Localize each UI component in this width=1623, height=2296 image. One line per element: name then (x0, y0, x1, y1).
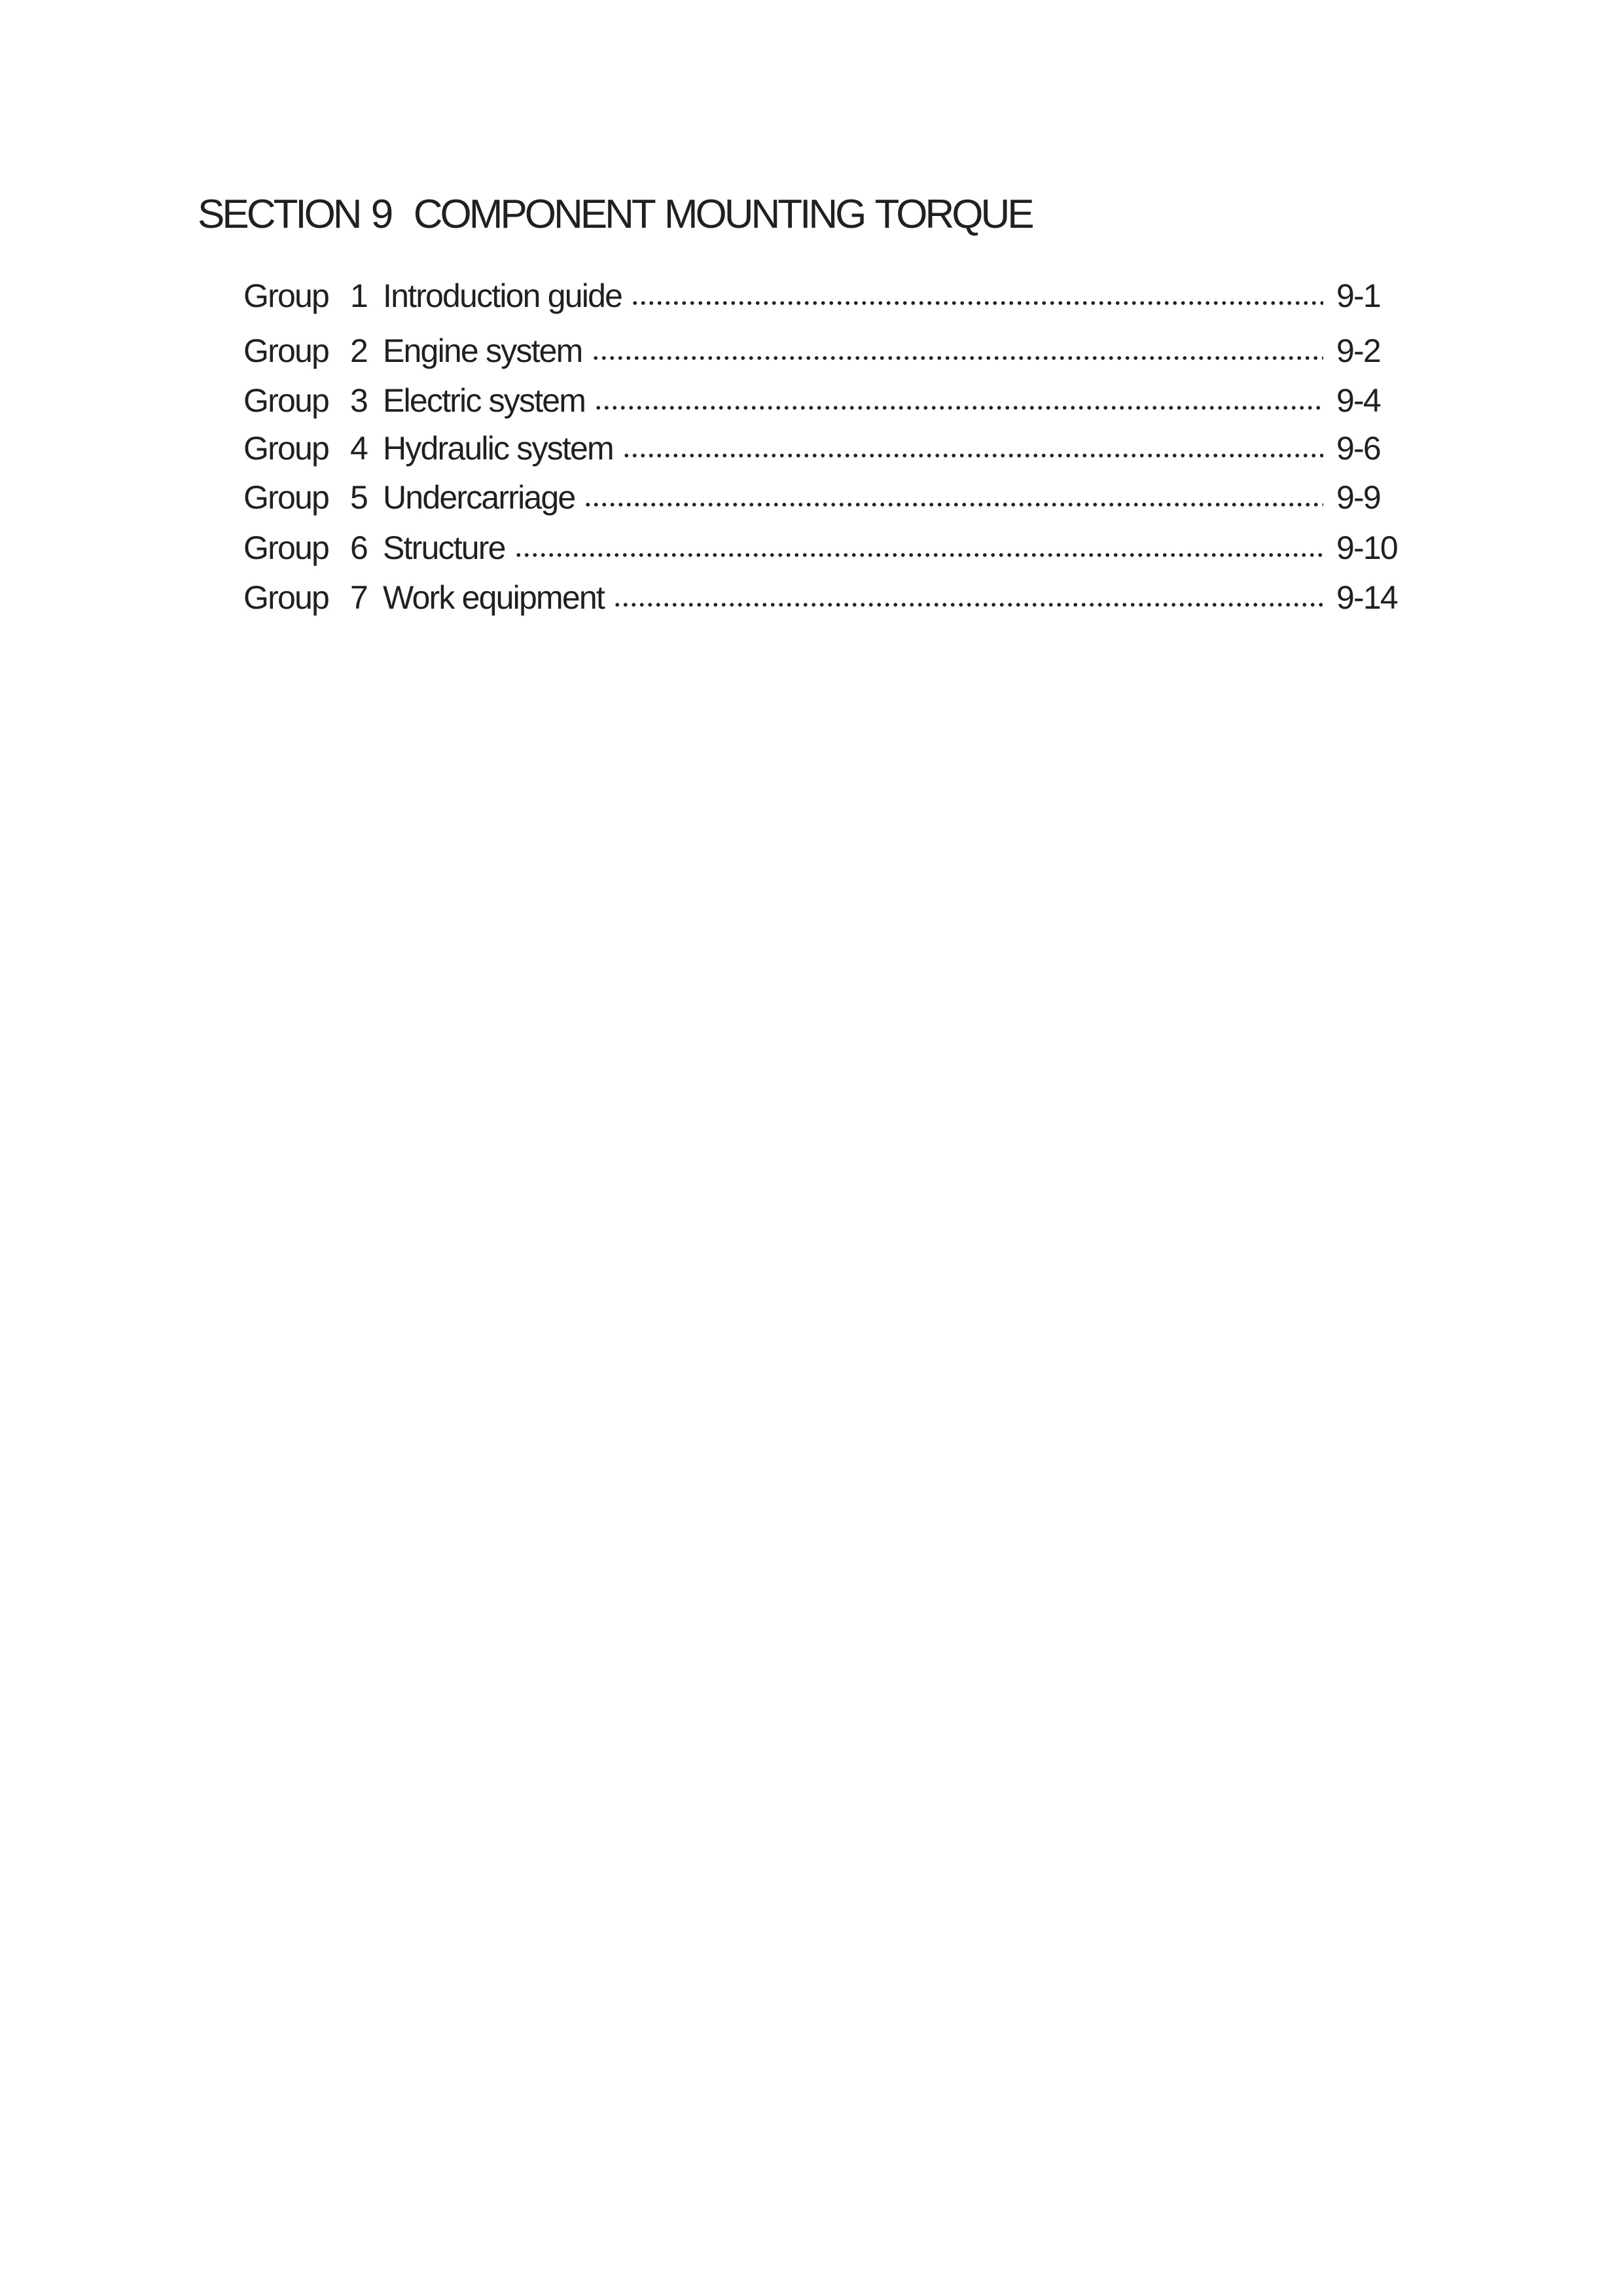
toc-title: Work equipment (383, 579, 605, 616)
dot-leader (584, 503, 1323, 507)
toc-group-number: 2 (350, 332, 368, 369)
dot-leader (514, 553, 1323, 557)
toc-group-number: 5 (350, 479, 368, 516)
section-title: SECTION 9 COMPONENT MOUNTING TORQUE (198, 192, 1035, 237)
toc-title: Electric system (383, 382, 586, 419)
dot-leader (591, 356, 1323, 360)
toc-group-label: Group (243, 430, 330, 467)
toc-entry[interactable]: Group 3 Electric system 9-4 (243, 382, 1395, 419)
toc-entry[interactable]: Group 6 Structure 9-10 (243, 529, 1399, 566)
toc-group-label: Group (243, 579, 330, 616)
toc-title: Engine system (383, 332, 583, 369)
toc-page: 9-1 (1336, 278, 1382, 314)
toc-page: 9-2 (1336, 332, 1382, 369)
toc-page: 9-10 (1336, 529, 1399, 566)
toc-title: Undercarriage (383, 479, 576, 516)
toc-page: 9-14 (1336, 579, 1399, 616)
toc-group-label: Group (243, 382, 330, 419)
toc-entry[interactable]: Group 7 Work equipment 9-14 (243, 579, 1399, 616)
toc-entry[interactable]: Group 1 Introduction guide 9-1 (243, 278, 1395, 314)
toc-group-number: 1 (350, 278, 368, 314)
toc-group-number: 7 (350, 579, 368, 616)
toc-page: 9-4 (1336, 382, 1382, 419)
toc-title: Introduction guide (383, 278, 623, 314)
dot-leader (594, 406, 1323, 410)
toc-page: 9-6 (1336, 430, 1382, 467)
dot-leader (631, 301, 1323, 305)
toc-group-number: 6 (350, 529, 368, 566)
toc-group-label: Group (243, 529, 330, 566)
toc-title: Structure (383, 529, 506, 566)
toc-group-number: 3 (350, 382, 368, 419)
toc-group-label: Group (243, 332, 330, 369)
toc-entry[interactable]: Group 4 Hydraulic system 9-6 (243, 430, 1395, 467)
toc-title: Hydraulic system (383, 430, 615, 467)
dot-leader (613, 603, 1323, 607)
dot-leader (622, 454, 1323, 457)
toc-group-number: 4 (350, 430, 368, 467)
toc-entry[interactable]: Group 2 Engine system 9-2 (243, 332, 1395, 369)
toc-page: 9-9 (1336, 479, 1382, 516)
toc-group-label: Group (243, 479, 330, 516)
toc-entry[interactable]: Group 5 Undercarriage 9-9 (243, 479, 1395, 516)
toc-group-label: Group (243, 278, 330, 314)
